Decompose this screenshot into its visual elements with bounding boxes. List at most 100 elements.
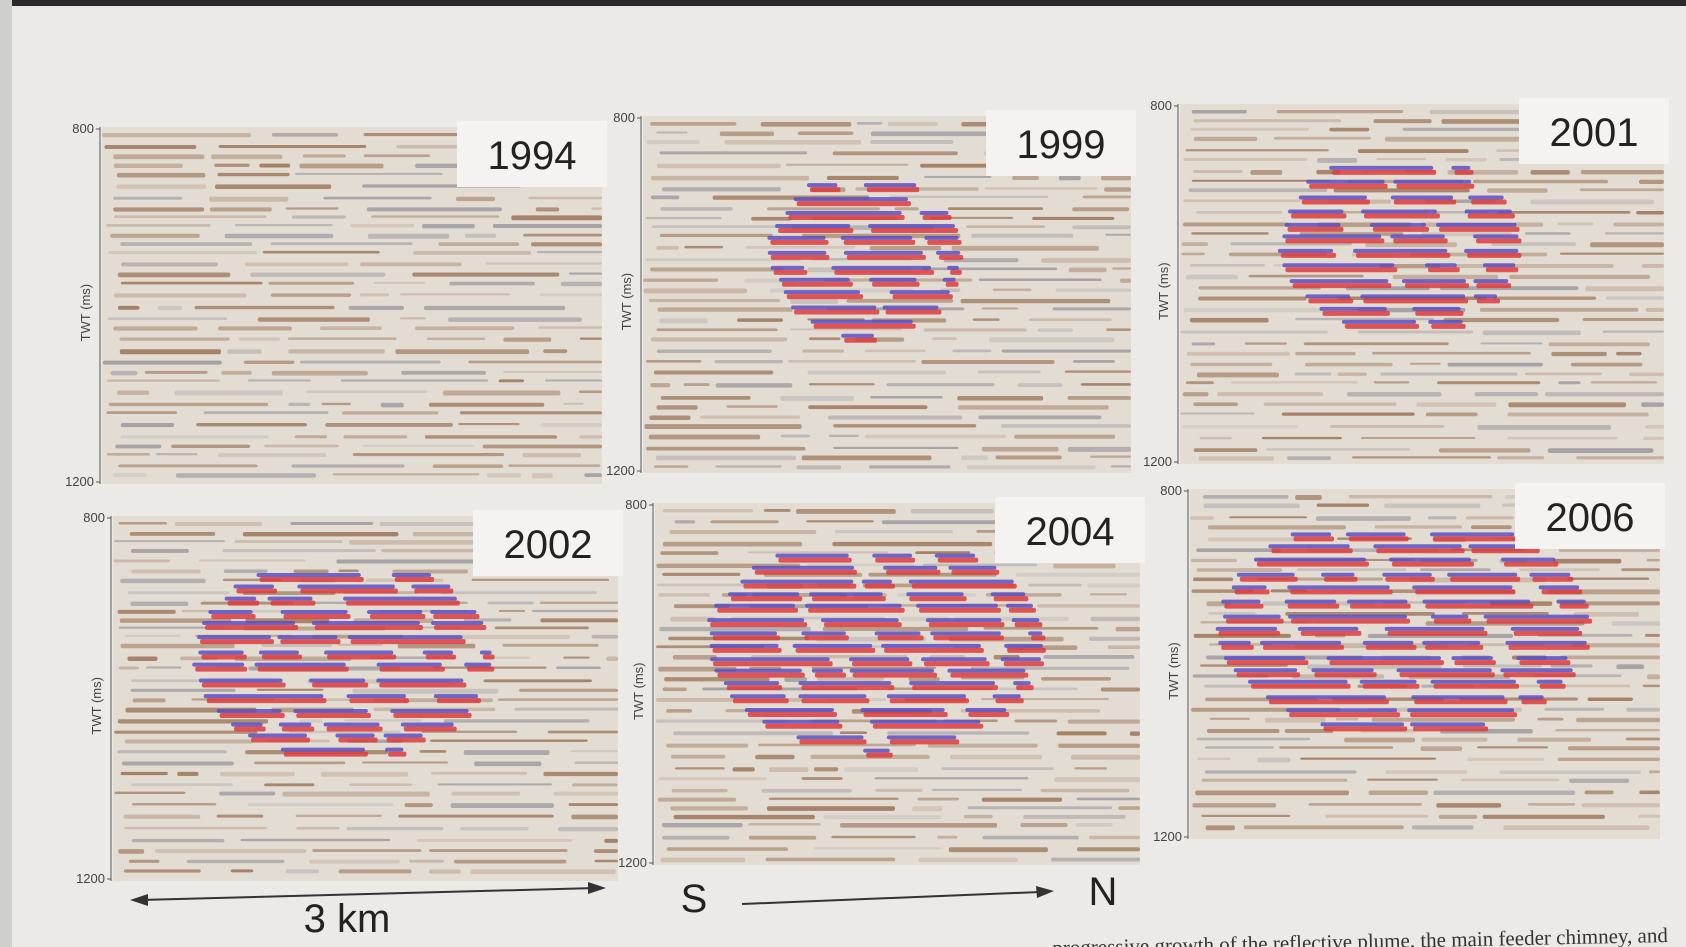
reflection xyxy=(1190,558,1238,563)
plume-red xyxy=(939,254,964,260)
reflection xyxy=(511,215,602,221)
reflection xyxy=(670,806,748,811)
reflection xyxy=(1638,814,1660,818)
reflection xyxy=(1064,370,1131,373)
plume-blue xyxy=(849,668,935,673)
reflection xyxy=(811,666,937,669)
reflection xyxy=(409,859,444,863)
reflection xyxy=(1087,583,1140,588)
plume-red xyxy=(950,269,962,275)
plume-red xyxy=(1287,603,1340,609)
plume-red xyxy=(195,666,248,672)
reflection xyxy=(209,196,289,202)
reflection xyxy=(1482,814,1605,819)
reflection xyxy=(747,551,889,554)
reflection xyxy=(117,719,269,724)
plume-blue xyxy=(1286,708,1398,713)
plume-red xyxy=(1428,267,1460,273)
reflection xyxy=(222,548,376,553)
reflection xyxy=(657,797,737,802)
plume-blue xyxy=(1341,319,1417,324)
reflection xyxy=(732,767,755,772)
reflection xyxy=(1196,211,1283,214)
reflection xyxy=(961,677,1025,680)
reflection xyxy=(540,618,618,623)
plume-blue xyxy=(1253,557,1366,562)
reflection xyxy=(130,601,189,607)
plume-red xyxy=(843,239,916,245)
reflection xyxy=(1196,568,1283,572)
reflection xyxy=(1644,633,1660,637)
reflection xyxy=(1447,362,1543,367)
reflection xyxy=(1196,548,1281,552)
plume-red xyxy=(283,751,368,757)
reflection xyxy=(282,791,430,797)
plume-red xyxy=(1344,323,1420,329)
plume-blue xyxy=(1277,248,1334,253)
reflection xyxy=(131,569,201,574)
reflection xyxy=(448,317,582,322)
reflection xyxy=(102,360,222,365)
reflection xyxy=(1197,757,1231,760)
plume-blue xyxy=(254,662,346,667)
reflection xyxy=(1203,503,1300,509)
reflection xyxy=(1641,402,1664,407)
plume-blue xyxy=(208,609,253,614)
reflection xyxy=(108,402,269,407)
reflection xyxy=(270,242,413,246)
reflection xyxy=(1193,136,1258,142)
reflection xyxy=(659,318,708,324)
plume-red xyxy=(1350,603,1411,609)
reflection xyxy=(130,783,233,787)
plume-red xyxy=(1287,226,1344,232)
reflection xyxy=(992,288,1032,292)
reflection xyxy=(113,207,205,212)
plume-blue xyxy=(744,708,835,713)
reflection xyxy=(1250,170,1283,175)
left-edge xyxy=(0,0,12,947)
reflection xyxy=(1360,436,1476,440)
reflection xyxy=(483,679,592,683)
plume-blue xyxy=(1345,532,1406,537)
reflection xyxy=(655,455,796,461)
plume-blue xyxy=(1401,279,1466,284)
plume-blue xyxy=(1265,695,1386,700)
reflection xyxy=(758,743,916,747)
reflection xyxy=(966,225,1046,229)
plume-blue xyxy=(1410,722,1486,727)
plume-blue xyxy=(1347,599,1408,604)
reflection xyxy=(116,390,150,395)
plume-blue xyxy=(1248,679,1348,684)
plume-red xyxy=(1396,183,1475,189)
reflection xyxy=(1357,149,1469,154)
reflection xyxy=(920,163,1005,168)
reflection xyxy=(1229,516,1308,519)
reflection xyxy=(442,390,561,396)
reflection xyxy=(937,835,958,839)
plume-red xyxy=(1519,660,1571,666)
plume-red xyxy=(1450,576,1521,582)
reflection xyxy=(464,233,497,238)
reflection xyxy=(563,402,584,405)
plume-red xyxy=(812,596,886,602)
plume-blue xyxy=(1389,557,1471,562)
reflection xyxy=(181,609,213,613)
reflection xyxy=(217,172,290,177)
reflection xyxy=(145,666,182,669)
reflection xyxy=(579,435,602,439)
seismic-panel: 2001 800 1200 TWT (ms) xyxy=(1143,98,1669,469)
reflection xyxy=(870,140,954,145)
reflection xyxy=(673,731,833,736)
reflection xyxy=(417,838,572,842)
plume-blue xyxy=(882,305,939,310)
plume-red xyxy=(434,625,487,631)
reflection xyxy=(1438,448,1531,453)
reflection xyxy=(285,207,339,210)
reflection xyxy=(801,455,932,461)
reflection xyxy=(1303,342,1449,346)
reflection xyxy=(1605,296,1664,300)
plume-red xyxy=(889,698,970,704)
plume-red xyxy=(1467,252,1522,258)
reflection xyxy=(285,869,320,874)
reflection xyxy=(514,707,618,711)
